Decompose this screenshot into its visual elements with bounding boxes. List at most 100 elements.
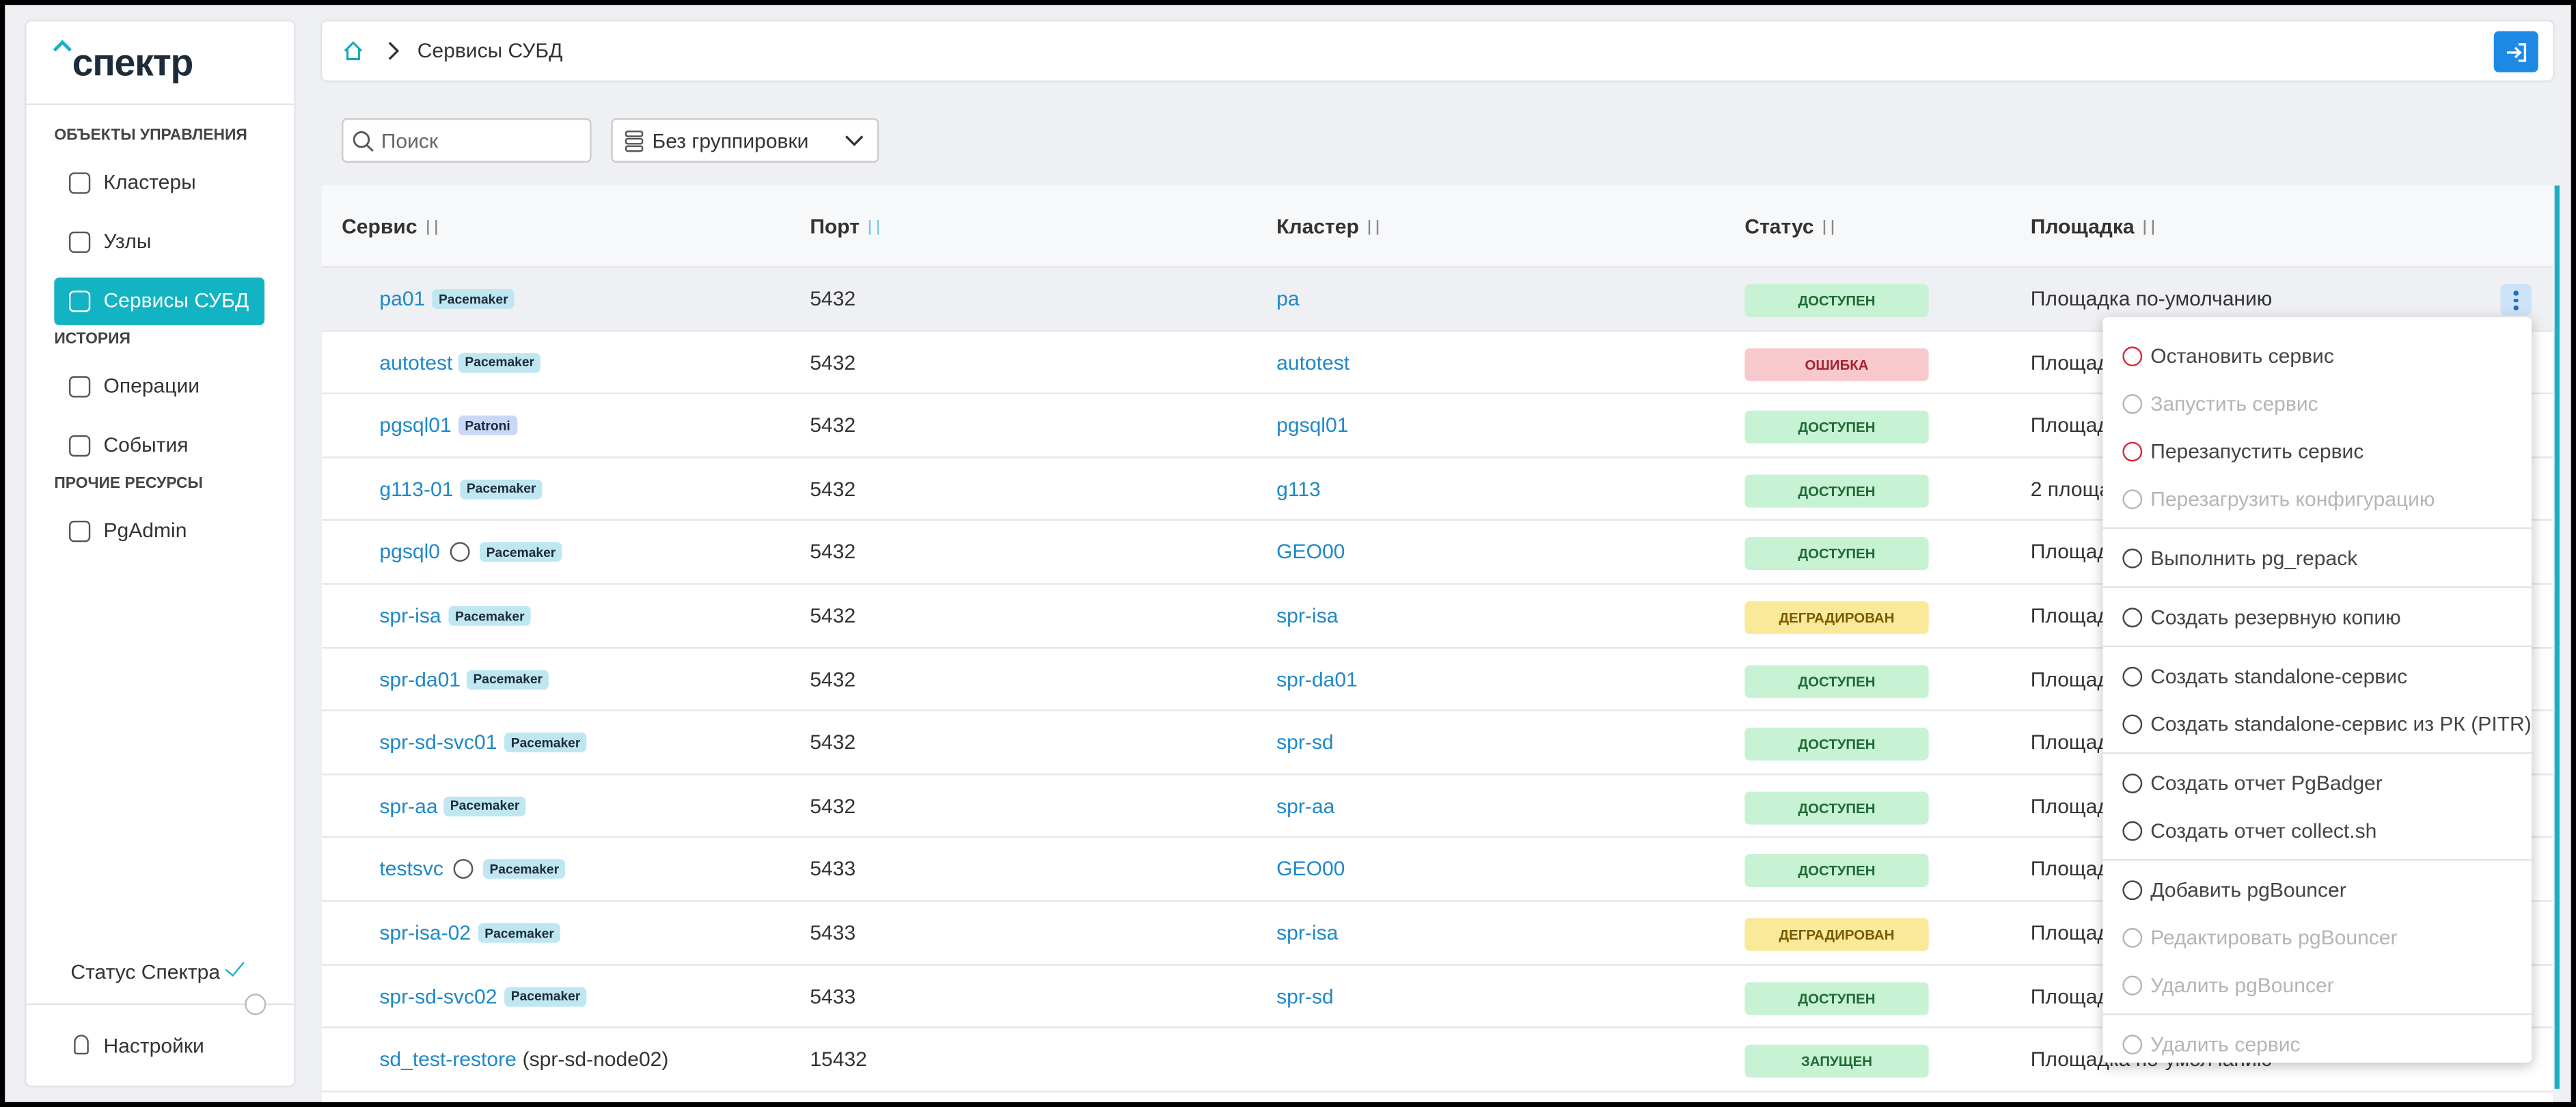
menu-item[interactable]: Создать standalone-сервис из РК (PITR) [2103, 701, 2532, 749]
nav-icon [68, 376, 91, 398]
cluster-link[interactable]: spr-aa [1276, 794, 1335, 818]
column-header[interactable]: Кластер [1276, 215, 1359, 238]
menu-divider [2102, 527, 2532, 529]
column-header[interactable]: Площадка [2030, 215, 2135, 238]
service-link[interactable]: spr-aa [379, 794, 438, 818]
logout-button[interactable] [2493, 31, 2538, 72]
breadcrumb-separator [388, 42, 400, 60]
menu-item[interactable]: Остановить сервис [2103, 333, 2532, 381]
collapse-button[interactable] [245, 994, 266, 1015]
menu-item[interactable]: Создать отчет collect.sh [2103, 808, 2532, 856]
port: 5433 [810, 985, 856, 1008]
service-link[interactable]: sd_test-restore [379, 1048, 517, 1071]
status-text: ДОСТУПЕН [1798, 292, 1876, 309]
service-link[interactable]: spr-sd-svc01 [379, 731, 497, 754]
menu-divider [2102, 645, 2532, 648]
menu-icon [2122, 774, 2143, 793]
grouping-select[interactable]: Без группировки [611, 118, 879, 163]
menu-item[interactable]: Добавить pgBouncer [2103, 867, 2532, 915]
status-label[interactable]: Статус Спектра [70, 961, 221, 984]
column-header[interactable]: Сервис [342, 215, 417, 238]
menu-item[interactable]: Создать отчет PgBadger [2103, 761, 2532, 808]
cluster-link[interactable]: g113 [1276, 477, 1321, 501]
cluster-link[interactable]: spr-sd [1276, 985, 1334, 1008]
sidebar: спектр ОБЪЕКТЫ УПРАВЛЕНИЯ Кластеры Узлы Серв… [26, 21, 294, 1086]
menu-item[interactable]: Создать резервную копию [2103, 594, 2532, 642]
service-link[interactable]: pgsql0 [379, 541, 440, 564]
table-row[interactable]: spr-da01 Pacemaker 5432 spr-da01 ДОСТУПЕН Пло… [322, 648, 2553, 712]
port: 15432 [810, 1048, 867, 1071]
cluster-link[interactable]: pgsql01 [1276, 414, 1349, 437]
nav-icon [68, 172, 91, 194]
settings-label[interactable]: Настройки [103, 1035, 204, 1058]
column-header[interactable]: Статус [1744, 215, 1814, 238]
menu-label: Остановить сервис [2150, 344, 2334, 368]
row-actions-button[interactable] [2500, 284, 2532, 316]
service-link[interactable]: testsvc [379, 858, 443, 882]
port: 5432 [810, 731, 856, 754]
cluster-link[interactable]: GEO00 [1276, 541, 1345, 564]
menu-item[interactable]: Перезапустить сервис [2103, 428, 2532, 476]
menu-label: Создать отчет PgBadger [2150, 771, 2383, 795]
home-icon[interactable] [342, 40, 365, 63]
service-link[interactable]: g113-01 [379, 477, 454, 501]
service-link[interactable]: spr-sd-svc02 [379, 985, 497, 1008]
globe-icon [453, 860, 474, 879]
site: Площадка по-умолчанию [2030, 287, 2273, 311]
menu-label: Создать резервную копию [2150, 605, 2401, 629]
table-row[interactable]: testsvc Pacemaker 5433 GEO00 ДОСТУПЕН Площадк… [322, 838, 2553, 902]
service-link[interactable]: spr-isa-02 [379, 921, 471, 945]
divider [26, 103, 294, 105]
nav-item[interactable]: PgAdmin [54, 508, 264, 556]
menu-icon [2122, 394, 2143, 414]
service-link[interactable]: autotest [379, 351, 453, 374]
service-link[interactable]: pgsql01 [379, 414, 452, 437]
service-link[interactable]: spr-isa [379, 604, 441, 628]
cluster-link[interactable]: pa [1276, 287, 1300, 311]
status-badge: ДОСТУПЕН [1744, 284, 1929, 317]
tag: Pacemaker [482, 860, 566, 879]
status-text: ДОСТУПЕН [1798, 862, 1876, 879]
tag: Pacemaker [504, 733, 587, 753]
menu-icon [2122, 821, 2143, 841]
table-row[interactable]: pa01 Pacemaker 5432 pa ДОСТУПЕН Площадка по-у… [322, 267, 2553, 331]
port: 5432 [810, 541, 856, 564]
nav-item[interactable]: Кластеры [54, 159, 264, 207]
cluster-link[interactable]: spr-sd [1276, 731, 1334, 754]
status-badge: ДОСТУПЕН [1744, 981, 1929, 1015]
menu-label: Редактировать pgBouncer [2150, 926, 2398, 950]
section-title: ИСТОРИЯ [54, 330, 131, 348]
status-check [225, 956, 245, 977]
menu-icon [2122, 880, 2143, 901]
menu-label: Перезагрузить конфигурацию [2150, 487, 2435, 511]
globe-icon [450, 543, 470, 562]
sort-icon [1823, 220, 1834, 235]
tag: Patroni [458, 415, 517, 436]
nav-item[interactable]: Узлы [54, 219, 264, 266]
nav-item[interactable]: События [54, 422, 264, 470]
port: 5433 [810, 921, 856, 945]
cluster-link[interactable]: spr-isa [1276, 921, 1339, 945]
cluster-link[interactable]: autotest [1276, 351, 1350, 374]
menu-item: Удалить pgBouncer [2103, 963, 2532, 1011]
status-badge: ДОСТУПЕН [1744, 537, 1929, 571]
cluster-link[interactable]: spr-da01 [1276, 668, 1358, 691]
port: 5432 [810, 287, 856, 311]
status-text: ДОСТУПЕН [1798, 482, 1876, 500]
nav-item[interactable]: Сервисы СУБД [54, 277, 265, 325]
cluster-link[interactable]: spr-isa [1276, 604, 1339, 628]
service-link[interactable]: spr-da01 [379, 668, 461, 691]
menu-icon [2122, 666, 2143, 687]
tag: Pacemaker [432, 289, 515, 309]
cluster-link[interactable]: GEO00 [1276, 858, 1345, 882]
service-link[interactable]: pa01 [379, 287, 426, 311]
logo: спектр [72, 41, 193, 84]
nav-item[interactable]: Операции [54, 363, 264, 411]
search-input[interactable]: Поиск [342, 118, 592, 163]
menu-item[interactable]: Создать standalone-сервис [2103, 654, 2532, 702]
column-header[interactable]: Порт [810, 215, 860, 238]
menu-item[interactable]: Выполнить pg_repack [2103, 536, 2532, 584]
sort-icon [427, 220, 437, 235]
nav-label: Операции [103, 374, 200, 398]
